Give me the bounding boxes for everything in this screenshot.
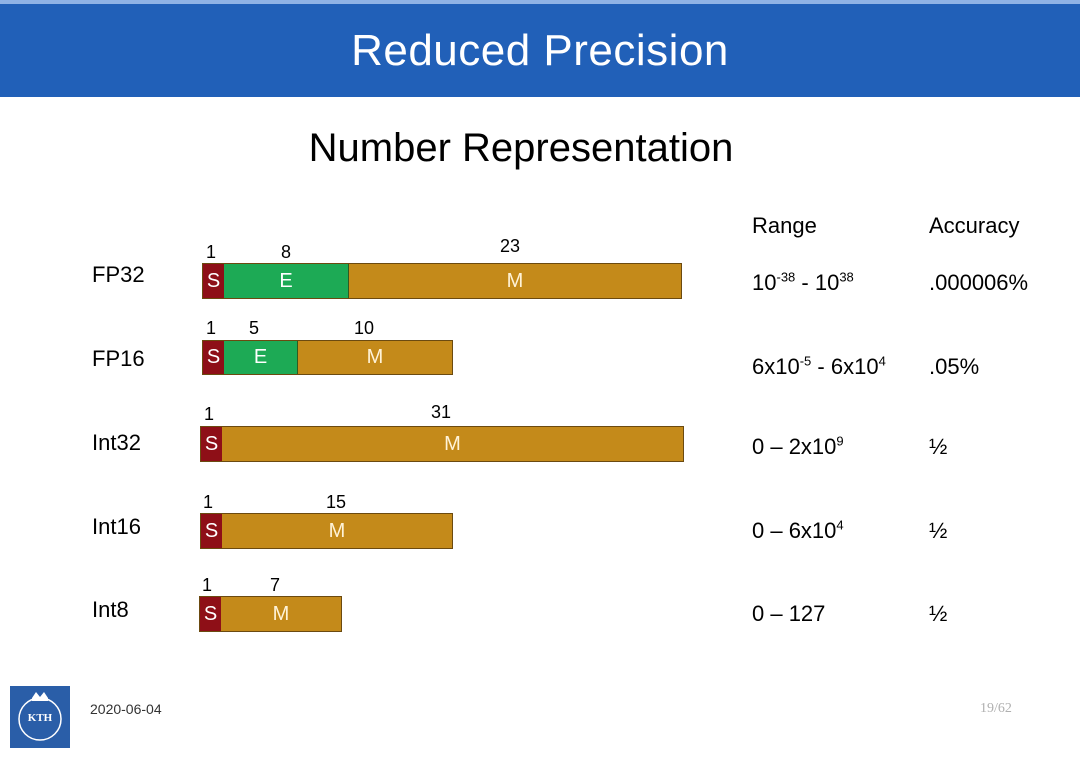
- mant-bits-int16: 15: [326, 492, 347, 512]
- logo-text: KTH: [27, 712, 53, 724]
- range-int8: 0 – 127: [752, 601, 826, 626]
- sign-segment: S: [203, 264, 224, 298]
- range-column-header: Range: [752, 213, 817, 238]
- exponent-segment: E: [224, 341, 298, 374]
- kth-crest-icon: [18, 692, 62, 741]
- mantissa-segment: M: [222, 514, 452, 548]
- bit-bar-fp16: S E M: [202, 340, 453, 375]
- sign-segment: S: [201, 427, 222, 461]
- top-strip: [0, 0, 1080, 4]
- exp-bits-fp16: 5: [249, 318, 260, 338]
- format-label-fp16: FP16: [92, 346, 145, 371]
- bit-bar-int32: S M: [200, 426, 684, 462]
- accuracy-fp32: .000006%: [929, 270, 1029, 295]
- bit-bar-int8: S M: [199, 596, 342, 632]
- format-label-fp32: FP32: [92, 262, 145, 287]
- range-int32: 0 – 2x109: [752, 433, 844, 459]
- mantissa-segment: M: [222, 427, 683, 461]
- mant-bits-int8: 7: [270, 575, 281, 595]
- slide-header: Reduced Precision: [0, 4, 1080, 97]
- sign-bits-int8: 1: [202, 575, 213, 595]
- slide-subtitle: Number Representation: [308, 126, 734, 170]
- kth-logo: KTH: [10, 686, 70, 748]
- mant-bits-int32: 31: [431, 402, 452, 422]
- range-fp16: 6x10-5 - 6x104: [752, 353, 886, 379]
- sign-segment: S: [200, 597, 221, 631]
- exponent-segment: E: [224, 264, 349, 298]
- accuracy-int16: ½: [929, 518, 948, 543]
- accuracy-int8: ½: [929, 601, 948, 626]
- mantissa-segment: M: [221, 597, 341, 631]
- accuracy-column-header: Accuracy: [929, 213, 1020, 238]
- sign-bits-int32: 1: [204, 404, 215, 424]
- mantissa-segment: M: [298, 341, 452, 374]
- mantissa-segment: M: [349, 264, 681, 298]
- accuracy-int32: ½: [929, 434, 948, 459]
- format-label-int32: Int32: [92, 430, 141, 455]
- accuracy-fp16: .05%: [929, 354, 980, 379]
- page-number: 19/62: [980, 701, 1012, 716]
- sign-segment: S: [203, 341, 224, 374]
- range-int16: 0 – 6x104: [752, 517, 844, 543]
- sign-bits-fp16: 1: [206, 318, 217, 338]
- sign-bits-fp32: 1: [206, 242, 217, 262]
- format-label-int8: Int8: [92, 597, 129, 622]
- sign-bits-int16: 1: [203, 492, 214, 512]
- slide-title: Reduced Precision: [351, 25, 729, 75]
- footer-date: 2020-06-04: [90, 701, 162, 717]
- range-fp32: 10-38 - 1038: [752, 269, 854, 295]
- mant-bits-fp32: 23: [500, 236, 521, 256]
- sign-segment: S: [201, 514, 222, 548]
- format-label-int16: Int16: [92, 514, 141, 539]
- mant-bits-fp16: 10: [354, 318, 375, 338]
- bit-bar-fp32: S E M: [202, 263, 682, 299]
- bit-bar-int16: S M: [200, 513, 453, 549]
- exp-bits-fp32: 8: [281, 242, 292, 262]
